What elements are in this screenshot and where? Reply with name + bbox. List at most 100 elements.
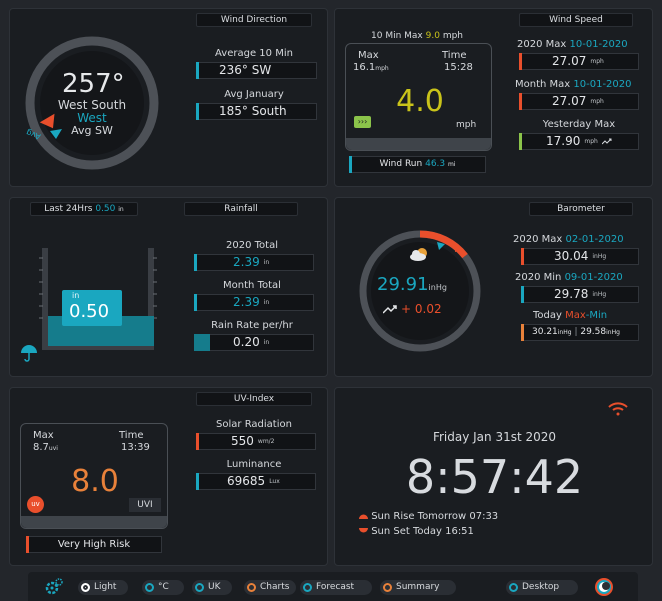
uv-risk-box: Very High Risk — [26, 536, 162, 553]
forecast-label: Forecast — [316, 582, 355, 592]
theme-toggle-icon[interactable] — [594, 577, 614, 597]
sunset-text: Sun Set Today 16:51 — [371, 526, 474, 537]
uv-panel: UV-Index Max 8.7uvi Time 13:39 8.0 uv UV… — [9, 387, 328, 566]
wifi-icon — [608, 402, 628, 416]
avg-jan-label: Avg January — [224, 89, 284, 100]
wind-compass-text: West South — [57, 98, 127, 112]
trend-up-icon — [383, 305, 397, 314]
light-mode-button[interactable]: Light — [78, 580, 128, 595]
rain-year-label: 2020 Total — [226, 240, 278, 251]
clock-panel: Friday Jan 31st 2020 8:57:42 Sun Rise To… — [334, 387, 653, 566]
wind-max-label: Max — [358, 50, 379, 61]
uv-max-label: Max — [33, 430, 54, 441]
celsius-label: °C — [158, 582, 169, 592]
avg-jan-value-box: 185° South — [196, 103, 317, 120]
wind-direction-panel: Wind Direction 257° West South West Avg … — [9, 8, 328, 187]
desktop-label: Desktop — [522, 582, 560, 592]
wind-speed-footer — [346, 138, 491, 150]
rainfall-panel: Last 24Hrs 0.50 in Rainfall in 0.50 2020… — [9, 197, 328, 377]
wind-time-label: Time — [442, 50, 467, 61]
wind-month-max-box: 27.07 mph — [519, 93, 639, 110]
sunrise-text: Sun Rise Tomorrow 07:33 — [371, 511, 499, 522]
rain-rate-label: Rain Rate per/hr — [211, 320, 293, 331]
uv-value: 8.0 — [71, 464, 119, 499]
clock-date: Friday Jan 31st 2020 — [432, 430, 557, 444]
wind-gust-indicator-icon: ››› — [354, 116, 371, 128]
wind-run-box: Wind Run 46.3 mi — [349, 156, 486, 173]
light-mode-label: Light — [94, 582, 117, 592]
wind-direction-title: Wind Direction — [196, 13, 312, 27]
uv-display: Max 8.7uvi Time 13:39 8.0 uv UVI — [20, 423, 168, 529]
uv-badge-icon: uv — [27, 496, 44, 513]
wind-speed-unit: mph — [456, 120, 477, 130]
uv-time-value: 13:39 — [121, 442, 150, 453]
barometer-pointer-icon — [437, 242, 445, 250]
wind-month-max-label: Month Max 10-01-2020 — [515, 79, 632, 90]
sunrise-row: Sun Rise Tomorrow 07:33 — [359, 511, 498, 522]
rain-gauge-unit: in — [72, 291, 80, 300]
baro-min-box: 29.78 inHg — [521, 286, 639, 303]
celsius-button[interactable]: °C — [142, 580, 184, 595]
rain-month-box: 2.39 in — [194, 294, 314, 311]
uv-time-label: Time — [119, 430, 144, 441]
avg10-value-box: 236° SW — [196, 62, 317, 79]
forecast-button[interactable]: Forecast — [300, 580, 372, 595]
rain-month-label: Month Total — [223, 280, 281, 291]
clock-time: 8:57:42 — [405, 450, 584, 504]
uk-units-button[interactable]: UK — [192, 580, 232, 595]
wind-compass-gauge — [25, 36, 159, 170]
settings-gear-icon[interactable] — [44, 578, 64, 596]
summary-label: Summary — [396, 582, 440, 592]
wind-compass-word: West — [77, 111, 107, 125]
rain-rate-box: 0.20 in — [194, 334, 314, 351]
rain-gauge-value: 0.50 — [69, 301, 110, 322]
barometer-trend: + 0.02 — [401, 302, 442, 316]
wind-avg-text: Avg SW — [71, 124, 113, 137]
barometer-value: 29.91inHg — [377, 274, 447, 295]
wind-year-max-box: 27.07 mph — [519, 53, 639, 70]
desktop-button[interactable]: Desktop — [506, 580, 578, 595]
trend-up-icon — [601, 138, 612, 145]
wind-year-max-label: 2020 Max 10-01-2020 — [517, 39, 628, 50]
sunset-icon — [359, 528, 368, 533]
sunrise-icon — [359, 514, 368, 519]
uv-unit: UVI — [129, 498, 161, 512]
wind-time-value: 15:28 — [444, 62, 473, 73]
wind-speed-current: 4.0 — [396, 84, 444, 119]
rain-year-box: 2.39 in — [194, 254, 314, 271]
rain-gauge-readout: in 0.50 — [62, 290, 122, 326]
barometer-title: Barometer — [529, 202, 633, 216]
wind-speed-display: Max 16.1mph Time 15:28 4.0 mph ››› — [345, 43, 492, 151]
uv-title: UV-Index — [196, 392, 312, 406]
umbrella-icon — [21, 345, 37, 362]
sunset-row: Sun Set Today 16:51 — [359, 526, 474, 537]
luminance-box: 69685 Lux — [196, 473, 316, 490]
baro-min-label: 2020 Min 09-01-2020 — [515, 272, 623, 283]
wind-speed-title: Wind Speed — [519, 13, 633, 27]
wind-degrees: 257° — [62, 69, 125, 99]
wind-yesterday-label: Yesterday Max — [542, 119, 616, 130]
rain-last24-title: Last 24Hrs 0.50 in — [30, 202, 138, 216]
cloud-icon — [410, 248, 427, 261]
avg10-value: 236° SW — [219, 63, 272, 77]
avg10-label: Average 10 Min — [215, 48, 293, 59]
solar-box: 550 wm/2 — [196, 433, 316, 450]
uv-max-value: 8.7uvi — [33, 442, 58, 453]
baro-today-box: 30.21inHg | 29.58inHg — [521, 324, 639, 341]
uk-units-label: UK — [208, 582, 221, 592]
baro-max-box: 30.04 inHg — [521, 248, 639, 265]
barometer-gauge — [359, 230, 481, 352]
uv-footer — [21, 516, 167, 528]
baro-max-label: 2020 Max 02-01-2020 — [513, 234, 624, 245]
barometer-max-marker-icon — [455, 244, 463, 252]
baro-today-label: Today Max-Min — [533, 310, 608, 321]
rain-gauge-glass — [39, 248, 157, 350]
solar-label: Solar Radiation — [216, 419, 292, 430]
tenmin-max: 10 Min Max 9.0 mph — [371, 31, 464, 41]
rainfall-title: Rainfall — [184, 202, 298, 216]
charts-button[interactable]: Charts — [244, 580, 296, 595]
summary-button[interactable]: Summary — [380, 580, 456, 595]
wind-direction-arrow-icon — [39, 113, 55, 129]
luminance-label: Luminance — [226, 459, 282, 470]
wind-yesterday-box: 17.90 mph — [519, 133, 639, 150]
